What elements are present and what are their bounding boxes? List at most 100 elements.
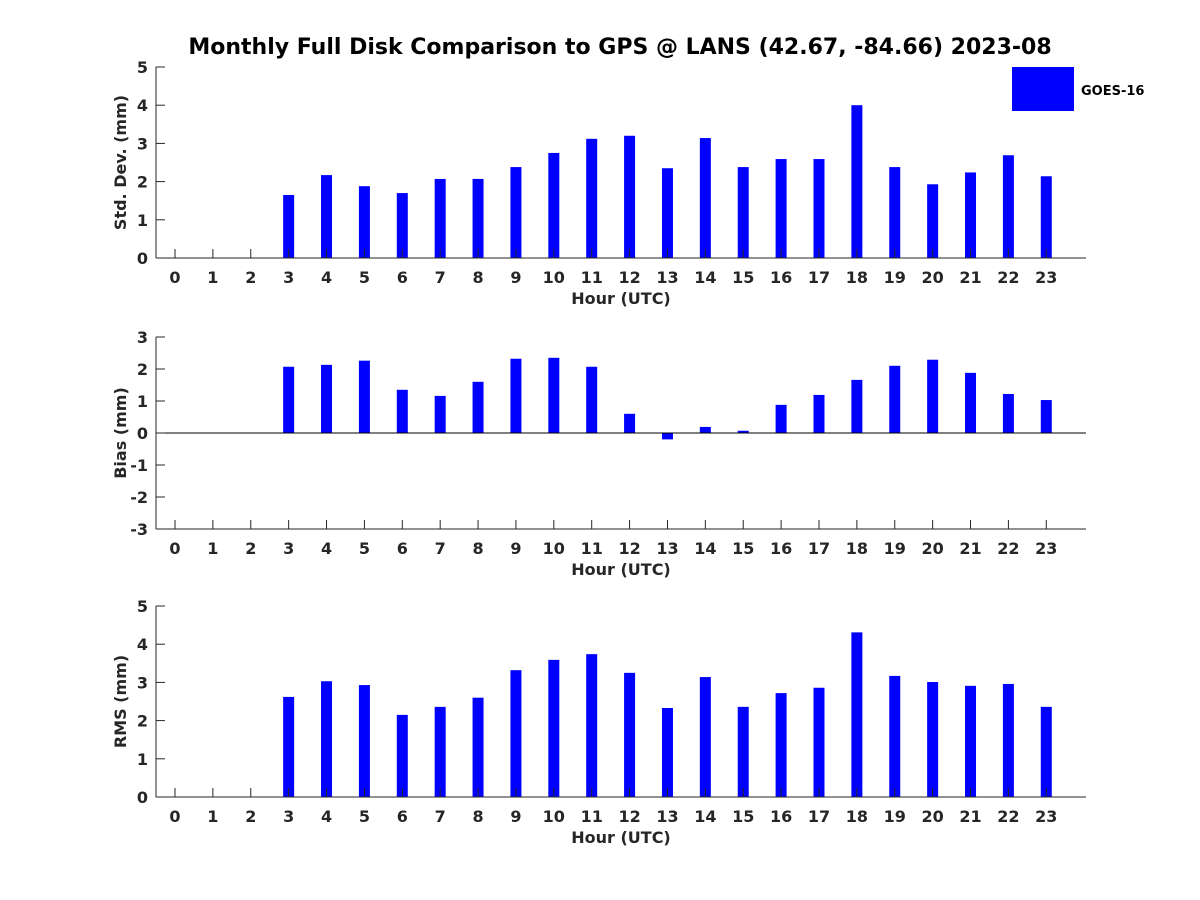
y-tick-label: -1	[130, 456, 148, 475]
x-tick-label: 12	[618, 539, 640, 558]
x-tick-label: 6	[397, 268, 408, 287]
x-axis-label: Hour (UTC)	[571, 828, 671, 847]
x-tick-label: 15	[732, 807, 754, 826]
x-tick-label: 22	[997, 807, 1019, 826]
x-tick-label: 17	[808, 807, 830, 826]
x-tick-label: 4	[321, 539, 332, 558]
bar-rms-19	[889, 675, 901, 797]
bar-bias-18	[851, 379, 863, 433]
bar-rms-11	[586, 654, 598, 797]
x-tick-label: 6	[397, 807, 408, 826]
x-tick-label: 4	[321, 268, 332, 287]
y-tick-label: -3	[130, 520, 148, 539]
x-tick-label: 23	[1035, 268, 1057, 287]
bar-rms-9	[510, 670, 522, 797]
x-tick-label: 11	[581, 539, 603, 558]
x-axis-label: Hour (UTC)	[571, 289, 671, 308]
bar-stddev-10	[548, 152, 560, 258]
legend: GOES-16	[1012, 67, 1144, 111]
x-tick-label: 15	[732, 539, 754, 558]
bar-stddev-18	[851, 105, 863, 258]
x-tick-label: 2	[245, 539, 256, 558]
x-tick-label: 1	[207, 268, 218, 287]
x-tick-label: 5	[359, 268, 370, 287]
bar-stddev-4	[321, 175, 333, 258]
x-tick-label: 0	[169, 807, 180, 826]
x-tick-label: 14	[694, 807, 716, 826]
bar-bias-20	[927, 359, 939, 433]
bar-rms-3	[283, 696, 295, 797]
x-tick-label: 17	[808, 268, 830, 287]
x-tick-label: 15	[732, 268, 754, 287]
x-tick-label: 11	[581, 268, 603, 287]
x-tick-label: 18	[846, 268, 868, 287]
bar-bias-10	[548, 357, 560, 433]
bar-rms-15	[737, 706, 749, 797]
bar-stddev-17	[813, 159, 825, 258]
y-axis-label: Std. Dev. (mm)	[111, 95, 130, 230]
x-axis-label: Hour (UTC)	[571, 560, 671, 579]
x-tick-label: 13	[656, 807, 678, 826]
bar-rms-21	[965, 685, 977, 797]
bar-bias-23	[1040, 400, 1052, 433]
x-tick-label: 8	[472, 268, 483, 287]
y-tick-label: 2	[137, 173, 148, 192]
x-tick-label: 20	[922, 539, 944, 558]
x-tick-label: 16	[770, 807, 792, 826]
chart-title: Monthly Full Disk Comparison to GPS @ LA…	[188, 35, 1051, 60]
y-tick-label: 1	[137, 211, 148, 230]
x-tick-label: 23	[1035, 539, 1057, 558]
x-tick-label: 17	[808, 539, 830, 558]
bar-rms-8	[472, 697, 484, 797]
bar-stddev-3	[283, 194, 295, 258]
y-tick-label: 3	[137, 134, 148, 153]
x-tick-label: 5	[359, 807, 370, 826]
x-tick-label: 8	[472, 807, 483, 826]
y-tick-label: -2	[130, 488, 148, 507]
bar-rms-22	[1002, 683, 1014, 797]
bar-rms-14	[699, 677, 711, 797]
y-tick-label: 2	[137, 712, 148, 731]
x-tick-label: 5	[359, 539, 370, 558]
bar-stddev-9	[510, 167, 522, 258]
bar-bias-4	[321, 364, 333, 433]
x-tick-label: 21	[959, 539, 981, 558]
bar-stddev-6	[396, 193, 408, 258]
bar-bias-3	[283, 366, 295, 433]
x-tick-label: 7	[435, 268, 446, 287]
bar-bias-6	[396, 389, 408, 433]
x-tick-label: 8	[472, 539, 483, 558]
bar-bias-13	[661, 433, 673, 440]
bar-rms-18	[851, 632, 863, 797]
bar-stddev-16	[775, 159, 787, 258]
y-tick-label: 3	[137, 328, 148, 347]
x-tick-label: 12	[618, 807, 640, 826]
x-tick-label: 2	[245, 807, 256, 826]
y-tick-label: 4	[137, 96, 148, 115]
y-tick-label: 5	[137, 58, 148, 77]
y-tick-label: 0	[137, 424, 148, 443]
bar-stddev-13	[661, 168, 673, 258]
bar-rms-5	[358, 685, 370, 797]
x-tick-label: 9	[510, 807, 521, 826]
bar-rms-16	[775, 693, 787, 797]
bar-bias-16	[775, 404, 787, 433]
x-tick-label: 7	[435, 539, 446, 558]
x-tick-label: 0	[169, 539, 180, 558]
bar-rms-7	[434, 706, 446, 797]
y-tick-label: 3	[137, 673, 148, 692]
bar-rms-20	[927, 682, 939, 797]
bar-stddev-12	[624, 135, 636, 258]
bar-rms-23	[1040, 706, 1052, 797]
x-tick-label: 19	[884, 807, 906, 826]
bar-bias-12	[624, 413, 636, 433]
x-tick-label: 1	[207, 807, 218, 826]
y-axis-label: RMS (mm)	[111, 655, 130, 748]
x-tick-label: 10	[543, 807, 565, 826]
bar-stddev-23	[1040, 176, 1052, 258]
x-tick-label: 6	[397, 539, 408, 558]
x-tick-label: 20	[922, 807, 944, 826]
y-tick-label: 5	[137, 597, 148, 616]
x-tick-label: 12	[618, 268, 640, 287]
